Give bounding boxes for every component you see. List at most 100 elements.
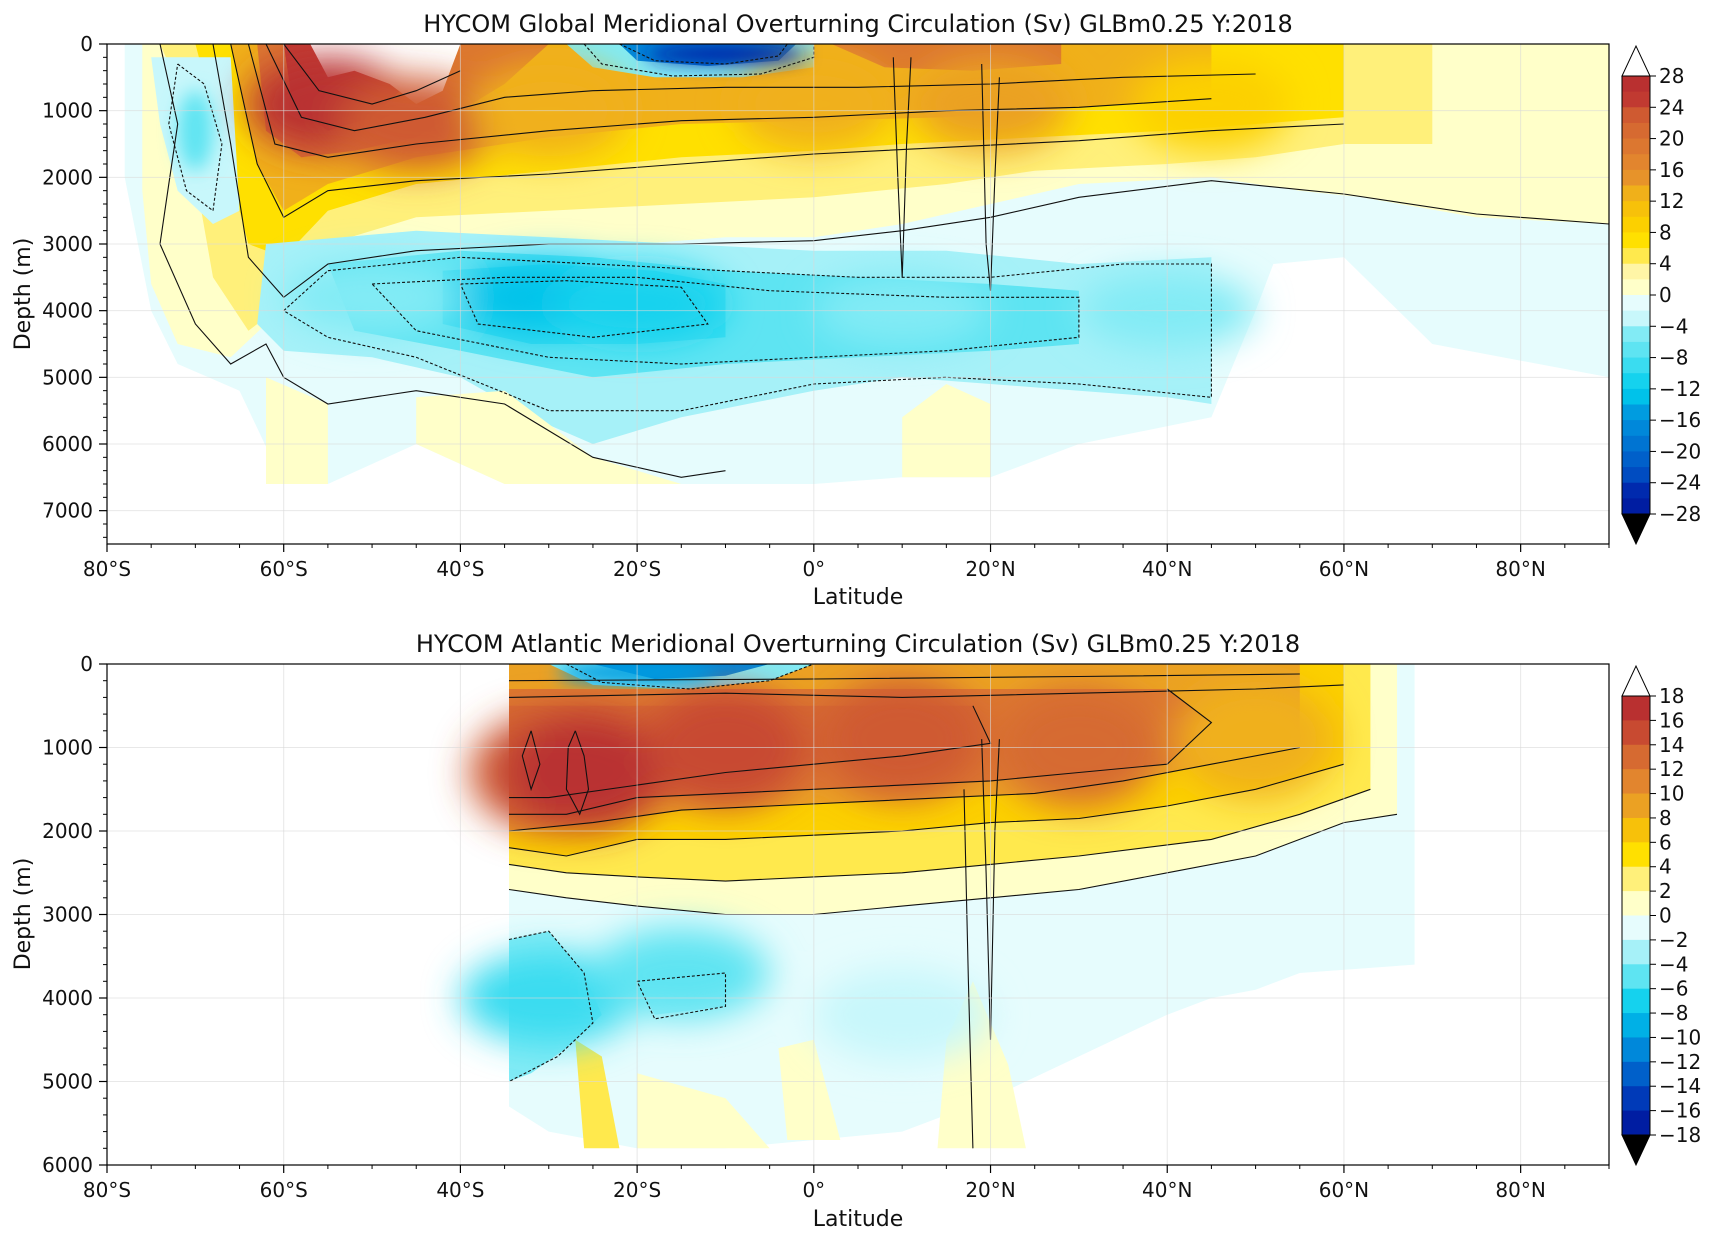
contour-line xyxy=(247,44,1212,158)
colorbar-tick-label: −10 xyxy=(1659,1025,1701,1049)
atlantic-moc-ylabel: Depth (m) xyxy=(11,858,36,971)
colorbar-tick-label: −8 xyxy=(1659,1001,1688,1025)
colorbar-band xyxy=(1622,1061,1650,1087)
y-tick-label: 3000 xyxy=(42,232,93,256)
global-moc-x-axis: 80°S 60°S 40°S 20°S 0° 20°N 40°N 60°N 80°N xyxy=(83,544,1610,581)
colorbar-band xyxy=(1622,435,1650,452)
x-tick-label: 60°S xyxy=(260,557,308,581)
contour-line xyxy=(459,280,709,338)
colorbar-band xyxy=(1622,939,1650,965)
colorbar-band xyxy=(1622,107,1650,124)
contour-line xyxy=(265,44,1256,132)
field-core xyxy=(1176,680,1336,798)
colorbar-band xyxy=(1622,720,1650,746)
x-tick-label: 60°N xyxy=(1319,557,1369,581)
contour-line xyxy=(963,789,974,1149)
colorbar-band xyxy=(1622,842,1650,868)
x-tick-label: 20°N xyxy=(965,1178,1015,1202)
field-core xyxy=(504,714,664,831)
colorbar-band xyxy=(1622,467,1650,484)
colorbar-band xyxy=(1622,216,1650,233)
x-tick-label: 0° xyxy=(802,1178,825,1202)
colorbar-tick-label: −8 xyxy=(1659,346,1688,370)
colorbar-band xyxy=(1622,185,1650,202)
global-moc-xlabel: Latitude xyxy=(813,585,904,610)
colorbar-band xyxy=(1622,1037,1650,1063)
colorbar-tick-label: −16 xyxy=(1659,1099,1701,1123)
colorbar-band xyxy=(1622,420,1650,437)
colorbar-tick-label: −4 xyxy=(1659,314,1688,338)
contour-line xyxy=(509,688,1213,815)
field-core xyxy=(822,680,982,798)
colorbar-band xyxy=(1622,1110,1650,1136)
colorbar-band xyxy=(1622,341,1650,359)
colorbar-tick-label: −12 xyxy=(1659,1050,1701,1074)
colorbar-tick-label: −4 xyxy=(1659,952,1688,976)
colorbar-band xyxy=(1622,696,1650,721)
global-moc-title: HYCOM Global Meridional Overturning Circ… xyxy=(423,10,1293,38)
colorbar-tick-label: 6 xyxy=(1659,830,1672,854)
y-tick-label: 4000 xyxy=(42,986,93,1010)
colorbar-max-arrow xyxy=(1621,664,1651,697)
colorbar-band xyxy=(1622,76,1650,93)
colorbar-band xyxy=(1622,373,1650,390)
y-tick-label: 6000 xyxy=(42,1153,93,1177)
y-tick-label: 3000 xyxy=(42,903,93,927)
colorbar-band xyxy=(1622,310,1650,327)
colorbar-tick-label: 10 xyxy=(1659,782,1684,806)
atlantic-moc-y-axis: 0 1000 2000 3000 4000 5000 6000 xyxy=(42,652,107,1177)
colorbar-band xyxy=(1622,169,1650,186)
contour-line xyxy=(168,63,223,212)
field-region xyxy=(637,1073,770,1149)
colorbar-tick-label: −2 xyxy=(1659,928,1688,952)
y-tick-label: 1000 xyxy=(42,99,93,123)
field-core xyxy=(645,44,805,64)
x-tick-label: 80°N xyxy=(1495,1178,1545,1202)
colorbar-max-arrow xyxy=(1621,44,1651,77)
colorbar-band xyxy=(1622,122,1650,140)
atlantic-moc-field xyxy=(107,664,1609,1165)
contour-line xyxy=(508,813,1398,916)
y-tick-label: 4000 xyxy=(42,299,93,323)
field-region xyxy=(575,1039,620,1149)
colorbar-band xyxy=(1622,744,1650,770)
colorbar-band xyxy=(1622,279,1650,296)
global-moc-ylabel: Depth (m) xyxy=(11,238,36,351)
field-region xyxy=(416,390,682,484)
colorbar-band xyxy=(1622,232,1650,249)
colorbar-min-arrow xyxy=(1621,1134,1651,1167)
colorbar-band xyxy=(1622,817,1650,843)
colorbar-band xyxy=(1622,404,1650,421)
colorbar-band xyxy=(1622,201,1650,218)
colorbar-tick-label: 8 xyxy=(1659,806,1672,830)
contour-line xyxy=(230,44,1344,219)
x-tick-label: 40°S xyxy=(436,557,484,581)
colorbar-tick-label: 2 xyxy=(1659,879,1672,903)
x-tick-label: 20°S xyxy=(613,557,661,581)
x-tick-label: 80°N xyxy=(1495,557,1545,581)
colorbar-tick-label: −24 xyxy=(1659,471,1701,495)
colorbar-tick-label: 16 xyxy=(1659,158,1684,182)
colorbar-band xyxy=(1622,326,1650,343)
x-tick-label: 40°N xyxy=(1142,557,1192,581)
colorbar-band xyxy=(1622,793,1650,819)
colorbar-band xyxy=(1622,451,1650,468)
colorbar-band xyxy=(1622,891,1650,916)
colorbar-band xyxy=(1622,1086,1650,1112)
x-tick-label: 80°S xyxy=(83,557,131,581)
y-tick-label: 2000 xyxy=(42,819,93,843)
colorbar-band xyxy=(1622,915,1650,941)
colorbar-tick-label: 12 xyxy=(1659,757,1684,781)
field-core xyxy=(1131,57,1291,151)
atlantic-moc-panel: HYCOM Atlantic Meridional Overturning Ci… xyxy=(11,630,1701,1232)
colorbar-band xyxy=(1622,498,1650,515)
x-tick-label: 40°N xyxy=(1142,1178,1192,1202)
atlantic-moc-title: HYCOM Atlantic Meridional Overturning Ci… xyxy=(416,630,1300,658)
colorbar-tick-label: −18 xyxy=(1659,1123,1701,1147)
colorbar-band xyxy=(1622,1013,1650,1038)
field-core xyxy=(813,968,991,1061)
x-tick-label: 0° xyxy=(802,557,825,581)
field-core xyxy=(592,927,770,1019)
contour-line xyxy=(212,44,1609,299)
contour-line xyxy=(283,44,461,105)
